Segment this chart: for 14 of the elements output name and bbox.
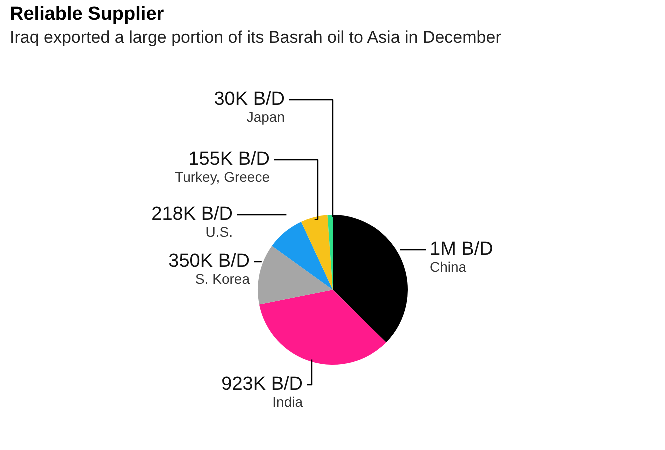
slice-label: Japan bbox=[246, 108, 285, 125]
data-label: 30K B/D bbox=[214, 89, 285, 110]
data-label: 350K B/D bbox=[168, 251, 250, 272]
data-label: 218K B/D bbox=[152, 204, 233, 226]
data-label: 1M B/D bbox=[430, 239, 494, 260]
data-label: 923K B/D bbox=[222, 374, 303, 396]
slice-label: S. Korea bbox=[196, 270, 250, 287]
chart-title: Reliable Supplier bbox=[10, 4, 164, 26]
data-label: 155K B/D bbox=[188, 149, 270, 170]
slice-label: India bbox=[272, 394, 304, 410]
slice-label: China bbox=[430, 258, 467, 275]
slice-label: Turkey, Greece bbox=[175, 168, 270, 185]
slice-label: U.S. bbox=[206, 224, 233, 240]
chart-subtitle: Iraq exported a large portion of its Basrah oil to Asia in December bbox=[10, 28, 502, 48]
